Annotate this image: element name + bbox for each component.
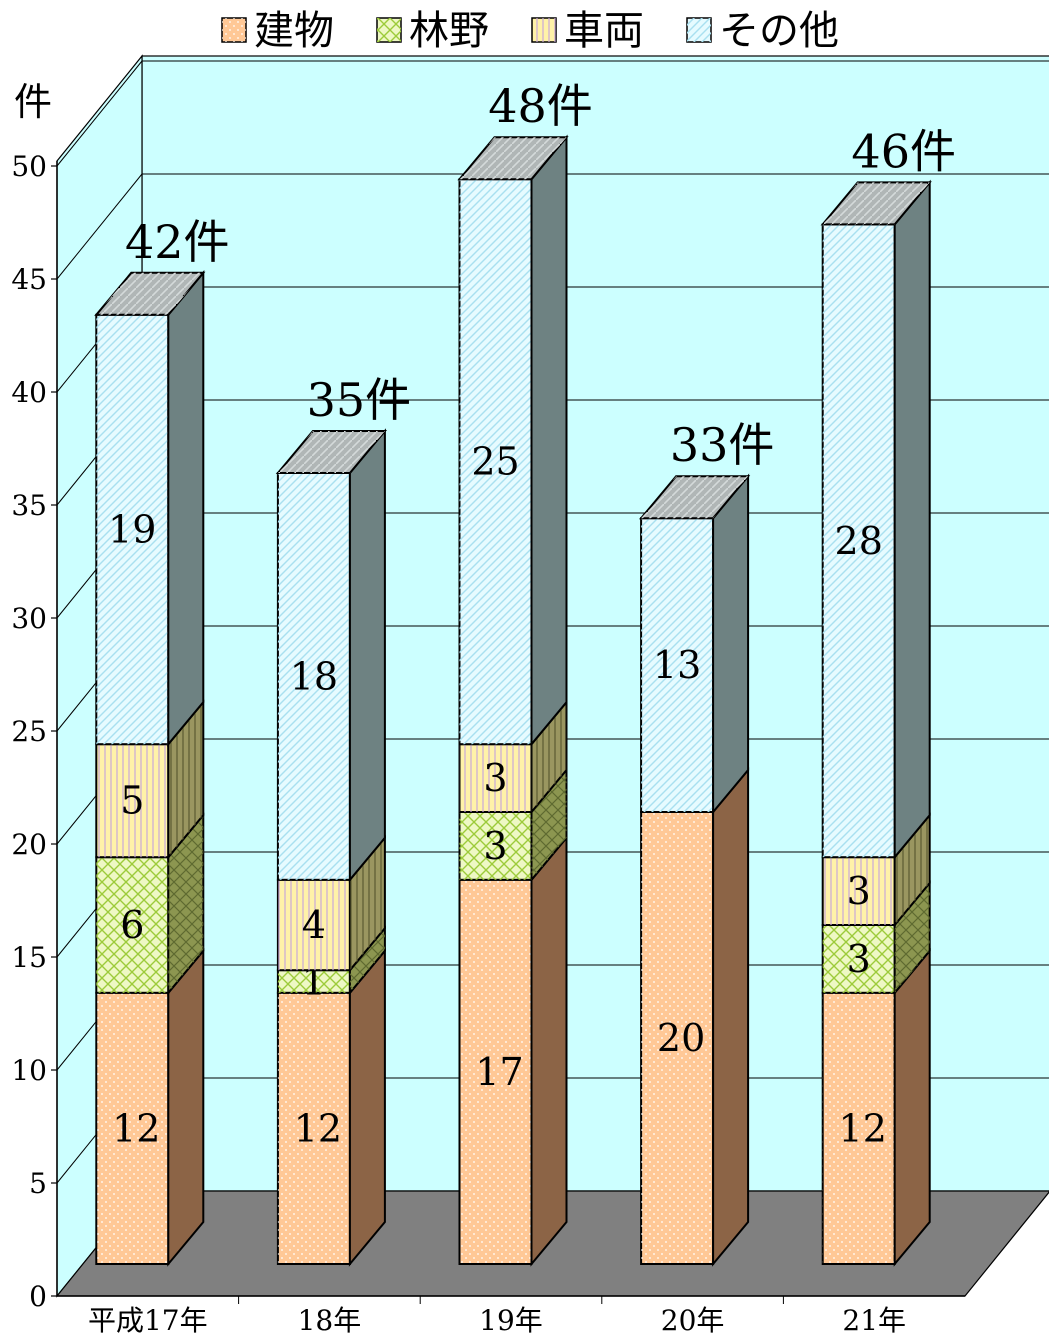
bar-side <box>348 948 386 1267</box>
bar-segment-pattern <box>277 879 350 971</box>
bar-value-label: 3 <box>847 937 871 981</box>
y-tick-label: 40 <box>11 376 47 409</box>
y-tick-label: 45 <box>11 263 47 296</box>
bar-value-label: 25 <box>471 440 519 484</box>
bar-side-pattern <box>894 815 930 925</box>
bar-side <box>530 134 568 747</box>
bar-side <box>893 948 931 1267</box>
bar-value-label: 19 <box>108 508 156 552</box>
bar-value-label: 13 <box>653 643 701 687</box>
legend-swatch-pattern <box>377 18 401 42</box>
bar-side-pattern <box>531 702 567 812</box>
bar-segment-pattern <box>822 857 895 925</box>
bar-top-cap-pattern <box>641 476 749 519</box>
bar-segment-pattern <box>96 857 169 993</box>
bar-side <box>530 835 568 1267</box>
bar-segment-pattern <box>96 744 169 858</box>
bar-value-label: 28 <box>835 519 883 563</box>
legend: 建物 林野 車両 その他 <box>221 8 839 54</box>
y-tick-label: 50 <box>11 150 47 183</box>
bar-segment-pattern <box>459 179 532 745</box>
x-category-label: 21年 <box>842 1304 906 1337</box>
bar-value-label: 5 <box>120 779 144 823</box>
gridline-side <box>56 60 143 167</box>
y-axis-unit-label: 件 <box>14 80 52 124</box>
bar-segment-pattern <box>96 314 169 745</box>
y-tick-label: 0 <box>29 1280 47 1313</box>
x-category-label: 18年 <box>298 1304 362 1337</box>
bar-total-label: 35件 <box>307 373 412 427</box>
legend-label: その他 <box>719 8 839 54</box>
bar-top-cap-pattern <box>96 272 204 315</box>
y-tick-label: 20 <box>11 828 47 861</box>
y-tick-label: 35 <box>11 489 47 522</box>
y-tick-label: 30 <box>11 602 47 635</box>
bar-side <box>712 473 750 815</box>
bar-side-pattern <box>531 770 567 880</box>
bar-value-label: 17 <box>475 1050 523 1094</box>
bar-side <box>348 428 386 883</box>
bar-value-label: 18 <box>290 654 338 698</box>
bar-side-pattern <box>168 702 204 858</box>
bar-side-pattern <box>894 883 930 993</box>
x-category-label: 20年 <box>661 1304 725 1337</box>
bar-value-label: 4 <box>302 903 326 947</box>
bar-side <box>893 179 931 860</box>
bar-top-cap-pattern <box>822 182 930 225</box>
bar-total-label: 33件 <box>670 418 775 472</box>
gridline-side <box>56 173 143 280</box>
bar-segment-pattern <box>459 879 532 1264</box>
bar-segment-pattern <box>641 518 714 812</box>
bar-value-label: 12 <box>294 1106 342 1150</box>
bar-top-cap-pattern <box>277 431 385 473</box>
bar-segment-pattern <box>822 992 895 1264</box>
bar-side-pattern <box>168 815 204 993</box>
bar-total-label: 48件 <box>488 79 593 133</box>
bar-side-pattern <box>349 837 385 971</box>
y-tick-label: 10 <box>11 1054 47 1087</box>
y-tick-label: 15 <box>11 941 47 974</box>
bar-value-label: 20 <box>657 1016 705 1060</box>
bar-segment-pattern <box>459 744 532 812</box>
bar-value-label: 3 <box>483 756 507 800</box>
legend-label: 建物 <box>254 8 334 54</box>
bar-segment-pattern <box>277 473 350 880</box>
bar-segment-pattern <box>459 812 532 880</box>
y-tick-label: 25 <box>11 715 47 748</box>
bar-value-label: 12 <box>839 1106 887 1150</box>
legend-swatch-pattern <box>222 18 246 42</box>
bar-segment-pattern <box>277 970 350 993</box>
bar-segment-pattern <box>96 992 169 1264</box>
x-category-label: 平成17年 <box>88 1304 208 1337</box>
bar-segment-pattern <box>822 925 895 993</box>
bar-total-label: 46件 <box>851 124 956 178</box>
x-category-label: 19年 <box>479 1304 543 1337</box>
legend-label: 林野 <box>409 8 489 54</box>
bar-side-pattern <box>349 928 385 993</box>
legend-swatch-pattern <box>532 18 556 42</box>
bar-top-cap-pattern <box>459 137 567 180</box>
legend-swatch-pattern <box>687 18 711 42</box>
bar-value-label: 3 <box>483 824 507 868</box>
bar-side <box>712 767 750 1267</box>
bar-value-label: 6 <box>120 903 144 947</box>
bar-value-label: 12 <box>112 1106 160 1150</box>
bar-segment-pattern <box>641 812 714 1264</box>
bar-total-label: 42件 <box>125 215 230 269</box>
bar-segment-pattern <box>822 224 895 858</box>
bar-value-label: 3 <box>847 869 871 913</box>
bar-side <box>167 270 205 747</box>
y-tick-label: 5 <box>29 1167 47 1200</box>
bar-side <box>167 948 205 1267</box>
legend-label: 車両 <box>564 8 644 54</box>
bar-segment-pattern <box>277 992 350 1264</box>
